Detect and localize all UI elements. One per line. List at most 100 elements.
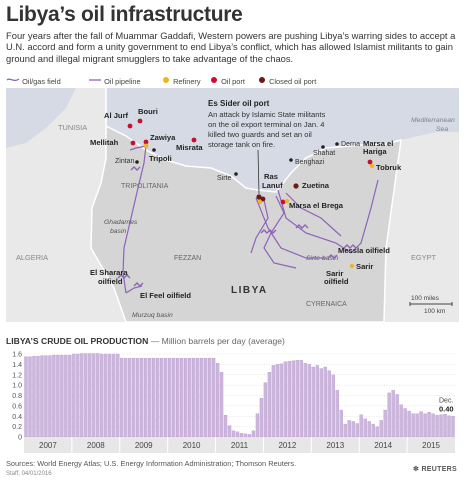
production-bar <box>307 364 311 438</box>
production-subtitle: — Million barrels per day (average) <box>150 336 285 346</box>
libya-label: LIBYA <box>231 285 268 296</box>
production-bar <box>383 409 387 438</box>
production-bar <box>263 382 268 438</box>
production-bar <box>315 365 319 438</box>
libya-land <box>90 124 402 322</box>
callout-line-1: An attack by Islamic State militants <box>208 110 326 119</box>
production-bar <box>291 360 296 438</box>
production-bar <box>80 353 84 438</box>
basin-ghadames-2: basin <box>110 228 126 235</box>
refinery-zawiya <box>143 143 149 149</box>
city-tripoli <box>152 148 156 152</box>
cities <box>135 142 339 176</box>
production-bar <box>367 421 371 438</box>
production-bar <box>427 411 431 438</box>
label-ras-lanuf-2: Lanuf <box>262 181 283 190</box>
production-bar <box>40 355 44 438</box>
production-title: LIBYA’S CRUDE OIL PRODUCTION — Million b… <box>6 336 285 346</box>
legend-port-label: Oil port <box>221 77 245 86</box>
sources-text: Sources: World Energy Atlas; U.S. Energy… <box>6 459 297 468</box>
label-ras-lanuf-1: Ras <box>264 172 278 181</box>
label-zueitina: Zuetina <box>302 181 330 190</box>
port-misrata <box>191 137 197 143</box>
map-legend: Oil/gas field Oil pipeline Refinery Oil … <box>6 76 461 87</box>
label-zawiya: Zawiya <box>150 133 176 142</box>
y-tick-label: 1.4 <box>12 362 22 369</box>
production-bar <box>327 370 331 438</box>
callout-line-2: on the oil export terminal on Jan. 4 <box>208 120 325 129</box>
y-tick-label: 0 <box>18 435 22 442</box>
region-fezzan: FEZZAN <box>174 255 201 262</box>
city-benghazi <box>289 158 293 162</box>
callout-title: Es Sider oil port <box>208 99 270 108</box>
production-bar <box>431 413 435 438</box>
x-tick-label: 2013 <box>326 441 344 450</box>
oil-port-icon <box>211 77 217 83</box>
production-bar <box>343 423 347 438</box>
production-bar <box>259 397 264 438</box>
city-shahat <box>321 145 325 149</box>
label-sarir-oilfield-2: oilfield <box>324 277 349 286</box>
production-bar <box>227 425 232 438</box>
pipeline-sirte-c <box>277 189 352 254</box>
production-bar <box>231 430 236 438</box>
production-bar <box>435 415 439 438</box>
scale-miles: 100 miles <box>411 295 440 302</box>
mediterranean-sea <box>6 88 459 192</box>
production-bar <box>136 358 140 438</box>
label-tripoli: Tripoli <box>149 154 172 163</box>
x-tick-label: 2008 <box>87 441 105 450</box>
refinery-ras-lanuf <box>257 199 263 205</box>
production-bar <box>92 353 96 438</box>
production-bar <box>219 372 224 438</box>
port-bouri <box>137 118 143 124</box>
pipeline-mellitah <box>129 145 147 151</box>
field-sirte-2 <box>295 224 309 229</box>
production-bar <box>379 420 383 438</box>
legend-oil-pipeline: Oil pipeline <box>88 76 141 86</box>
production-bar <box>124 358 128 438</box>
production-title-main: LIBYA’S CRUDE OIL PRODUCTION <box>6 336 149 346</box>
production-bar <box>144 358 148 438</box>
label-sarir-oilfield-1: Sarir <box>326 269 343 278</box>
port-marsa-el-hariga <box>367 159 373 165</box>
production-bar <box>399 404 403 438</box>
production-bar <box>195 358 200 438</box>
x-tick-label: 2014 <box>374 441 392 450</box>
x-tick-label: 2012 <box>278 441 296 450</box>
label-shahat: Shahat <box>313 150 335 157</box>
production-bar <box>28 356 32 438</box>
page-title: Libya’s oil infrastructure <box>6 3 243 26</box>
production-bar <box>203 358 208 438</box>
city-derna <box>335 142 339 146</box>
production-bar <box>319 368 323 438</box>
label-zintan: Zintan <box>115 158 135 165</box>
y-tick-label: 0.2 <box>12 424 22 431</box>
label-marsa-el-hariga-1: Marsa el <box>363 139 393 148</box>
basin-ghadames-1: Ghadames <box>104 219 138 226</box>
label-misrata: Misrata <box>176 143 203 152</box>
y-tick-label: 0.4 <box>12 414 22 421</box>
field-west <box>130 166 141 171</box>
label-marsa-el-hariga-2: Hariga <box>363 147 387 156</box>
label-benghazi: Benghazi <box>295 159 325 166</box>
production-bar <box>36 355 40 438</box>
label-mellitah: Mellitah <box>90 138 119 147</box>
ports <box>127 118 375 269</box>
production-bar <box>347 420 351 438</box>
production-bar <box>191 358 196 438</box>
label-bouri: Bouri <box>138 107 158 116</box>
x-tick-label: 2015 <box>422 441 440 450</box>
x-tick-label: 2007 <box>39 441 57 450</box>
production-bar <box>423 413 427 438</box>
egypt-label: EGYPT <box>411 253 437 262</box>
legend-refinery: Refinery <box>162 76 201 86</box>
production-bar <box>56 354 60 438</box>
production-bar <box>251 430 256 438</box>
production-bar <box>303 363 307 438</box>
production-bar <box>391 390 395 438</box>
production-bar <box>140 358 144 438</box>
port-es-sider <box>256 194 262 200</box>
legend-field-label: Oil/gas field <box>22 77 61 86</box>
production-bar <box>132 358 136 438</box>
